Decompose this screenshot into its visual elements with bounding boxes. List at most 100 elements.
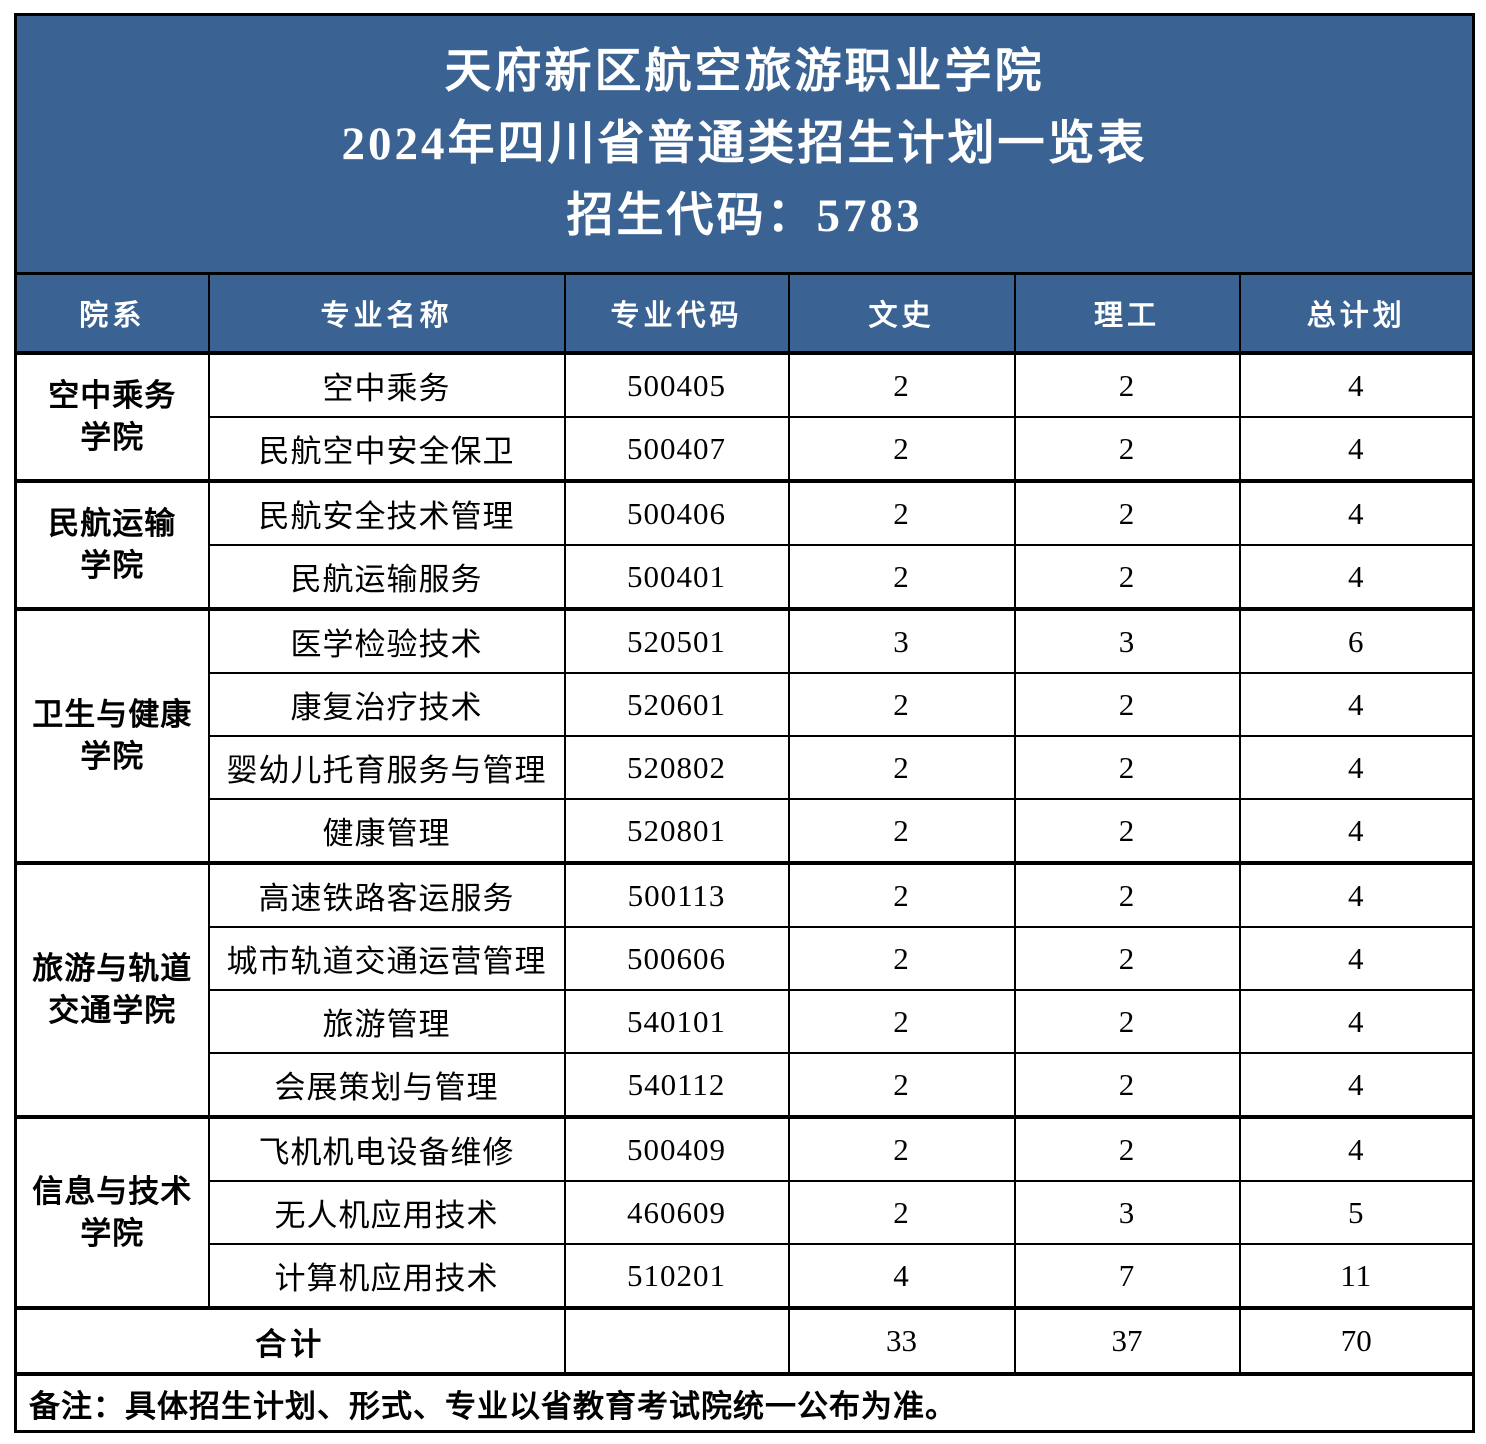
- total-overall-cell: 70: [1238, 1306, 1475, 1376]
- table-row: 信息与技术 学院 飞机机电设备维修 500409 2 2 4: [14, 1115, 1475, 1310]
- wenshi-cell: 2: [787, 989, 1016, 1054]
- total-plan-cell: 4: [1238, 416, 1475, 483]
- total-plan-cell: 4: [1238, 1116, 1475, 1182]
- major-code-cell: 510201: [563, 1243, 790, 1310]
- wenshi-cell: 2: [787, 416, 1016, 483]
- note-row: 备注：具体招生计划、形式、专业以省教育考试院统一公布为准。: [14, 1373, 1475, 1433]
- table-row: 旅游与轨道 交通学院 高速铁路客运服务 500113 2 2 4: [14, 861, 1475, 1119]
- wenshi-cell: 2: [787, 798, 1016, 865]
- total-plan-cell: 4: [1238, 798, 1475, 865]
- column-header-row: 院系 专业名称 专业代码 文史 理工 总计划: [14, 272, 1475, 355]
- ligong-cell: 3: [1013, 1180, 1241, 1245]
- total-plan-cell: 4: [1238, 480, 1475, 546]
- total-plan-cell: 4: [1238, 926, 1475, 991]
- title-block: 天府新区航空旅游职业学院 2024年四川省普通类招生计划一览表 招生代码：578…: [13, 13, 1476, 275]
- major-code-cell: 500407: [563, 416, 790, 483]
- col-header-major-name: 专业名称: [207, 272, 566, 355]
- major-code-cell: 520601: [563, 672, 790, 737]
- ligong-cell: 2: [1013, 480, 1241, 546]
- total-ligong-cell: 37: [1013, 1306, 1241, 1376]
- wenshi-cell: 2: [787, 862, 1016, 928]
- major-name-cell: 民航空中安全保卫: [207, 416, 566, 483]
- total-plan-cell: 4: [1238, 544, 1475, 611]
- table-row: 康复治疗技术 520601 2 2 4: [16, 672, 1475, 737]
- total-empty-cell: [563, 1306, 790, 1376]
- major-name-cell: 空中乘务: [207, 352, 566, 418]
- major-name-cell: 飞机机电设备维修: [207, 1116, 566, 1182]
- wenshi-cell: 3: [787, 608, 1016, 674]
- ligong-cell: 2: [1013, 1052, 1241, 1119]
- college-cell: 旅游与轨道 交通学院: [14, 861, 210, 1119]
- title-row: 天府新区航空旅游职业学院 2024年四川省普通类招生计划一览表 招生代码：578…: [13, 13, 1476, 275]
- ligong-cell: 2: [1013, 862, 1241, 928]
- major-name-cell: 旅游管理: [207, 989, 566, 1054]
- major-code-cell: 500405: [563, 352, 790, 418]
- total-plan-cell: 4: [1238, 862, 1475, 928]
- major-code-cell: 500606: [563, 926, 790, 991]
- college-cell: 卫生与健康 学院: [14, 607, 210, 865]
- table-row: 计算机应用技术 510201 4 7 11: [16, 1243, 1475, 1310]
- col-header-total-plan: 总计划: [1238, 272, 1475, 355]
- plan-title: 2024年四川省普通类招生计划一览表: [341, 118, 1148, 170]
- note-cell: 备注：具体招生计划、形式、专业以省教育考试院统一公布为准。: [14, 1373, 1475, 1433]
- major-name-cell: 民航运输服务: [207, 544, 566, 611]
- table-row: 城市轨道交通运营管理 500606 2 2 4: [16, 926, 1475, 991]
- total-plan-cell: 4: [1238, 672, 1475, 737]
- major-name-cell: 民航安全技术管理: [207, 480, 566, 546]
- col-header-wenshi: 文史: [787, 272, 1016, 355]
- major-name-cell: 高速铁路客运服务: [207, 862, 566, 928]
- table-row: 无人机应用技术 460609 2 3 5: [16, 1180, 1475, 1245]
- wenshi-cell: 2: [787, 672, 1016, 737]
- wenshi-cell: 2: [787, 352, 1016, 418]
- major-code-cell: 460609: [563, 1180, 790, 1245]
- total-wenshi-cell: 33: [787, 1306, 1016, 1376]
- table-row: 民航运输 学院 民航安全技术管理 500406 2 2 4: [14, 479, 1475, 611]
- major-name-cell: 康复治疗技术: [207, 672, 566, 737]
- ligong-cell: 2: [1013, 926, 1241, 991]
- enrollment-code: 招生代码：5783: [566, 190, 923, 242]
- major-code-cell: 500401: [563, 544, 790, 611]
- total-plan-cell: 4: [1238, 989, 1475, 1054]
- major-code-cell: 500113: [563, 862, 790, 928]
- major-code-cell: 520802: [563, 735, 790, 800]
- ligong-cell: 2: [1013, 416, 1241, 483]
- wenshi-cell: 2: [787, 1052, 1016, 1119]
- table-row: 婴幼儿托育服务与管理 520802 2 2 4: [16, 735, 1475, 800]
- table-row: 空中乘务 学院 空中乘务 500405 2 2 4: [14, 351, 1475, 483]
- ligong-cell: 3: [1013, 608, 1241, 674]
- college-title: 天府新区航空旅游职业学院: [444, 46, 1045, 98]
- major-name-cell: 健康管理: [207, 798, 566, 865]
- major-name-cell: 城市轨道交通运营管理: [207, 926, 566, 991]
- table-row: 民航运输服务 500401 2 2 4: [16, 544, 1475, 611]
- major-code-cell: 540112: [563, 1052, 790, 1119]
- total-plan-cell: 6: [1238, 608, 1475, 674]
- ligong-cell: 2: [1013, 672, 1241, 737]
- total-plan-cell: 4: [1238, 735, 1475, 800]
- total-row: 合计 33 37 70: [14, 1306, 1475, 1376]
- major-code-cell: 500406: [563, 480, 790, 546]
- col-header-major-code: 专业代码: [563, 272, 790, 355]
- table-row: 健康管理 520801 2 2 4: [16, 798, 1475, 865]
- wenshi-cell: 2: [787, 1180, 1016, 1245]
- table-body-section: 空中乘务 学院 空中乘务 500405 2 2 4 民航空中安全保卫 500407 2 2 4 民航运…: [14, 351, 1475, 1310]
- major-name-cell: 会展策划与管理: [207, 1052, 566, 1119]
- admission-plan-table: 天府新区航空旅游职业学院 2024年四川省普通类招生计划一览表 招生代码：578…: [13, 13, 1476, 1433]
- major-name-cell: 计算机应用技术: [207, 1243, 566, 1310]
- college-cell: 空中乘务 学院: [14, 351, 210, 483]
- major-code-cell: 540101: [563, 989, 790, 1054]
- table-row: 旅游管理 540101 2 2 4: [16, 989, 1475, 1054]
- table-row: 卫生与健康 学院 医学检验技术 520501 3 3 6: [14, 607, 1475, 865]
- college-cell: 信息与技术 学院: [14, 1115, 210, 1310]
- major-name-cell: 无人机应用技术: [207, 1180, 566, 1245]
- wenshi-cell: 2: [787, 544, 1016, 611]
- total-plan-cell: 4: [1238, 1052, 1475, 1119]
- college-cell: 民航运输 学院: [14, 479, 210, 611]
- wenshi-cell: 2: [787, 480, 1016, 546]
- major-name-cell: 医学检验技术: [207, 608, 566, 674]
- ligong-cell: 2: [1013, 735, 1241, 800]
- total-plan-cell: 4: [1238, 352, 1475, 418]
- wenshi-cell: 2: [787, 926, 1016, 991]
- total-plan-cell: 11: [1238, 1243, 1475, 1310]
- total-label-cell: 合计: [14, 1306, 566, 1376]
- major-code-cell: 520501: [563, 608, 790, 674]
